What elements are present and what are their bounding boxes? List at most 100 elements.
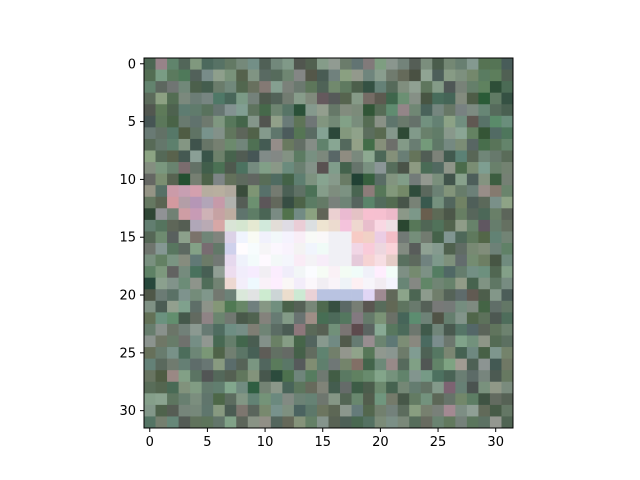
image-pixel bbox=[478, 92, 491, 105]
image-pixel bbox=[316, 323, 329, 336]
image-pixel bbox=[501, 69, 514, 82]
image-pixel bbox=[478, 254, 491, 267]
image-pixel bbox=[443, 138, 456, 151]
image-pixel bbox=[420, 185, 433, 198]
image-pixel bbox=[501, 277, 514, 290]
image-pixel bbox=[213, 312, 226, 325]
image-pixel bbox=[455, 254, 468, 267]
image-pixel bbox=[144, 127, 156, 140]
image-pixel bbox=[155, 277, 168, 290]
image-pixel bbox=[340, 231, 352, 244]
image-pixel bbox=[489, 185, 502, 198]
image-pixel bbox=[144, 312, 156, 325]
image-pixel bbox=[466, 266, 479, 279]
image-pixel bbox=[201, 231, 214, 244]
image-pixel bbox=[443, 173, 456, 186]
image-pixel bbox=[155, 300, 168, 313]
image-pixel bbox=[455, 138, 468, 151]
image-pixel bbox=[178, 185, 191, 198]
image-pixel bbox=[213, 347, 226, 360]
image-pixel bbox=[420, 69, 433, 82]
image-pixel bbox=[155, 358, 168, 371]
image-pixel bbox=[236, 127, 249, 140]
image-pixel bbox=[155, 58, 168, 70]
image-pixel bbox=[305, 381, 318, 394]
image-pixel bbox=[501, 185, 514, 198]
image-pixel bbox=[409, 115, 422, 128]
image-pixel bbox=[190, 92, 203, 105]
image-pixel bbox=[351, 277, 364, 290]
image-pixel bbox=[466, 323, 479, 336]
image-pixel bbox=[167, 104, 179, 117]
image-pixel bbox=[455, 277, 468, 290]
image-pixel bbox=[201, 208, 214, 221]
image-pixel bbox=[167, 81, 179, 94]
image-pixel bbox=[270, 208, 283, 221]
image-pixel bbox=[167, 277, 179, 290]
image-pixel bbox=[144, 416, 156, 429]
image-pixel bbox=[443, 104, 456, 117]
image-pixel bbox=[478, 323, 491, 336]
image-pixel bbox=[328, 323, 341, 336]
image-pixel bbox=[236, 289, 249, 302]
image-pixel bbox=[178, 196, 191, 209]
image-pixel bbox=[224, 312, 237, 325]
image-pixel bbox=[155, 185, 168, 198]
image-pixel bbox=[340, 404, 352, 417]
image-pixel bbox=[351, 231, 364, 244]
image-pixel bbox=[224, 69, 237, 82]
image-pixel bbox=[247, 81, 260, 94]
image-pixel bbox=[190, 219, 203, 232]
image-pixel bbox=[201, 404, 214, 417]
image-pixel bbox=[501, 219, 514, 232]
image-pixel bbox=[420, 277, 433, 290]
image-pixel bbox=[386, 347, 399, 360]
image-pixel bbox=[363, 196, 376, 209]
image-pixel bbox=[340, 69, 352, 82]
image-pixel bbox=[167, 404, 179, 417]
image-pixel bbox=[305, 115, 318, 128]
image-pixel bbox=[293, 335, 306, 348]
image-pixel bbox=[247, 138, 260, 151]
image-pixel bbox=[282, 277, 295, 290]
image-pixel bbox=[455, 335, 468, 348]
image-pixel bbox=[305, 150, 318, 163]
image-pixel bbox=[386, 404, 399, 417]
image-pixel bbox=[144, 208, 156, 221]
image-pixel bbox=[213, 323, 226, 336]
image-pixel bbox=[374, 162, 387, 175]
image-pixel bbox=[316, 150, 329, 163]
image-pixel bbox=[489, 254, 502, 267]
image-pixel bbox=[236, 312, 249, 325]
image-pixel bbox=[293, 243, 306, 255]
image-pixel bbox=[397, 289, 410, 302]
image-pixel bbox=[224, 115, 237, 128]
image-pixel bbox=[282, 138, 295, 151]
y-axis-ticks: 0 5 10 15 20 25 30 bbox=[119, 57, 144, 419]
image-pixel bbox=[328, 58, 341, 70]
image-pixel bbox=[351, 58, 364, 70]
image-pixel bbox=[351, 335, 364, 348]
image-pixel bbox=[305, 243, 318, 255]
image-pixel bbox=[386, 196, 399, 209]
image-pixel bbox=[293, 208, 306, 221]
image-pixel bbox=[259, 150, 272, 163]
image-pixel bbox=[466, 150, 479, 163]
image-pixel bbox=[478, 404, 491, 417]
image-pixel bbox=[167, 254, 179, 267]
image-pixel bbox=[501, 323, 514, 336]
image-pixel bbox=[236, 208, 249, 221]
image-pixel bbox=[466, 138, 479, 151]
image-pixel bbox=[363, 243, 376, 255]
image-pixel bbox=[155, 115, 168, 128]
image-pixel bbox=[328, 69, 341, 82]
image-pixel bbox=[190, 173, 203, 186]
image-pixel bbox=[316, 416, 329, 429]
image-pixel bbox=[386, 69, 399, 82]
image-pixel bbox=[270, 381, 283, 394]
image-pixel bbox=[466, 115, 479, 128]
image-pixel bbox=[501, 347, 514, 360]
image-pixel bbox=[316, 404, 329, 417]
image-pixel bbox=[201, 300, 214, 313]
image-pixel bbox=[213, 393, 226, 406]
